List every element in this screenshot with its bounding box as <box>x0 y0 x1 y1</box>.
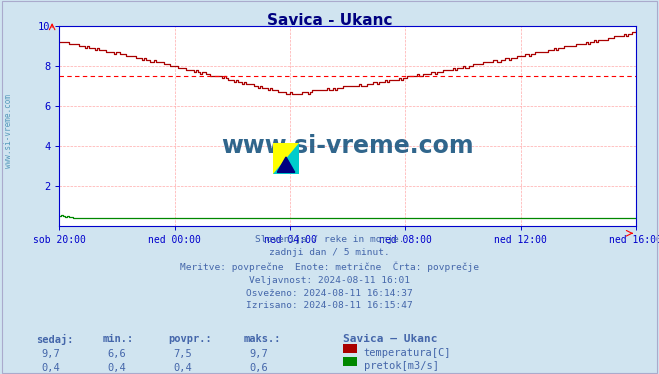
Text: Slovenija / reke in morje.
zadnji dan / 5 minut.
Meritve: povprečne  Enote: metr: Slovenija / reke in morje. zadnji dan / … <box>180 235 479 310</box>
Text: Savica – Ukanc: Savica – Ukanc <box>343 334 437 344</box>
Text: povpr.:: povpr.: <box>168 334 212 344</box>
Text: pretok[m3/s]: pretok[m3/s] <box>364 361 439 371</box>
Text: 0,4: 0,4 <box>107 363 126 373</box>
Text: 0,4: 0,4 <box>42 363 60 373</box>
Text: min.:: min.: <box>102 334 133 344</box>
Polygon shape <box>277 157 295 172</box>
Text: www.si-vreme.com: www.si-vreme.com <box>221 134 474 158</box>
Text: www.si-vreme.com: www.si-vreme.com <box>4 94 13 168</box>
Text: sedaj:: sedaj: <box>36 334 74 344</box>
Text: 7,5: 7,5 <box>173 349 192 359</box>
Text: 6,6: 6,6 <box>107 349 126 359</box>
Text: 9,7: 9,7 <box>249 349 268 359</box>
Text: maks.:: maks.: <box>244 334 281 344</box>
Text: temperatura[C]: temperatura[C] <box>364 348 451 358</box>
Polygon shape <box>273 143 299 174</box>
Text: Savica - Ukanc: Savica - Ukanc <box>267 13 392 28</box>
Text: 0,6: 0,6 <box>249 363 268 373</box>
Text: 9,7: 9,7 <box>42 349 60 359</box>
Polygon shape <box>273 143 299 174</box>
Text: 0,4: 0,4 <box>173 363 192 373</box>
